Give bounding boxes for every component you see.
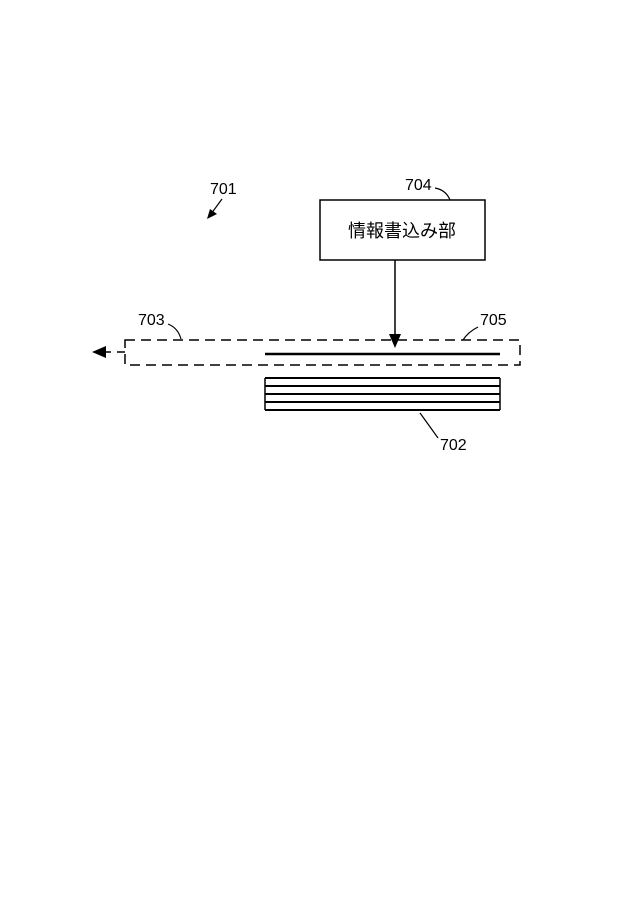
ref-702-label: 702 xyxy=(440,437,467,454)
ref-705-label: 705 xyxy=(480,312,507,329)
ref-704-label: 704 xyxy=(405,177,432,194)
ref-703-label: 703 xyxy=(138,312,165,329)
down-arrow xyxy=(389,260,401,348)
ref-702: 702 xyxy=(420,413,467,454)
writer-box-label: 情報書込み部 xyxy=(348,221,456,241)
ref-701: 701 xyxy=(207,181,237,219)
ref-704: 704 xyxy=(405,177,450,200)
dashed-path-rect xyxy=(125,340,520,365)
ref-703: 703 xyxy=(138,312,181,339)
ref-705: 705 xyxy=(463,312,507,340)
writer-box-group: 情報書込み部 xyxy=(320,200,485,260)
left-dashed-arrow xyxy=(92,346,125,358)
figure-svg: 情報書込み部 701 704 703 xyxy=(0,0,640,900)
sheet-stack xyxy=(265,378,500,410)
ref-701-label: 701 xyxy=(210,181,237,198)
